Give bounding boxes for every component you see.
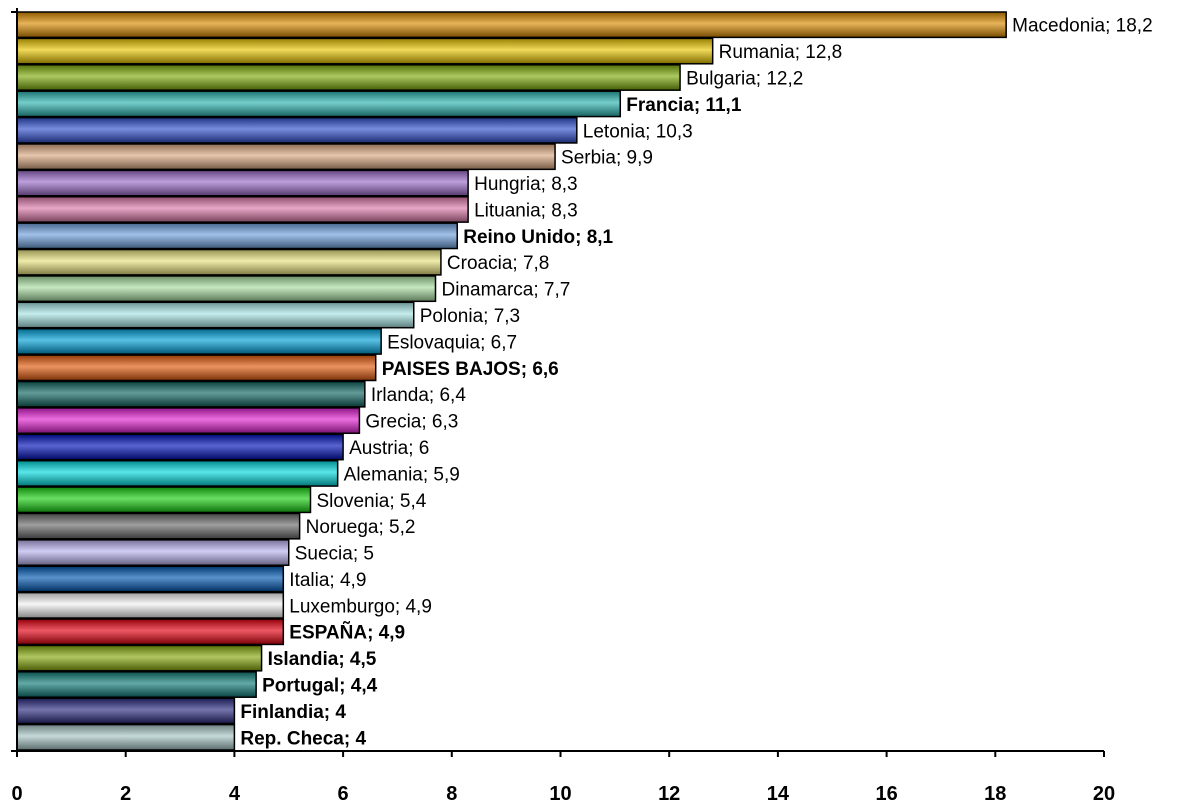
- bar: [16, 90, 622, 118]
- bar-data-label: Irlanda; 6,4: [371, 385, 466, 406]
- bar-data-label: Letonia; 10,3: [583, 121, 693, 142]
- bar: [16, 64, 681, 91]
- bar-data-label: Lituania; 8,3: [474, 200, 578, 221]
- bar-data-label: Islandia; 4,5: [268, 649, 377, 670]
- bar: [16, 116, 578, 144]
- x-tick-label: 2: [120, 783, 131, 805]
- bar-data-label: Bulgaria; 12,2: [686, 68, 803, 89]
- bar-data-label: Rep. Checa; 4: [240, 728, 366, 749]
- bar: [16, 354, 377, 382]
- tick-labels-layer: 0 2 4 6 8 10 12 14 16 18 20: [11, 783, 1115, 805]
- bar-data-label: Luxemburgo; 4,9: [289, 596, 432, 617]
- bar-data-label: Serbia; 9,9: [561, 148, 653, 169]
- bar-data-label: ESPAÑA; 4,9: [289, 622, 405, 644]
- bar-data-label: Finlandia; 4: [240, 702, 346, 723]
- bar-data-label: Reino Unido; 8,1: [463, 227, 613, 248]
- x-tick-label: 18: [984, 783, 1006, 805]
- bar: [16, 143, 556, 171]
- x-tick-label: 8: [446, 783, 457, 805]
- bar: [16, 380, 366, 408]
- x-tick-label: 16: [875, 783, 897, 805]
- bar: [16, 671, 257, 698]
- bar: [16, 248, 442, 276]
- bar-data-label: Francia; 11,1: [626, 95, 742, 116]
- bar: [16, 459, 339, 487]
- bar-data-label: Polonia; 7,3: [420, 306, 520, 327]
- bar-data-label: Austria; 6: [349, 438, 429, 459]
- x-tick-label: 4: [229, 783, 241, 805]
- bar-data-label: Suecia; 5: [295, 544, 374, 565]
- bar-data-label: Dinamarca; 7,7: [442, 280, 571, 301]
- bar: [16, 697, 236, 725]
- bar: [16, 196, 469, 223]
- x-tick-label: 20: [1093, 783, 1115, 805]
- bar-data-label: Grecia; 6,3: [365, 412, 458, 433]
- x-tick-label: 14: [767, 783, 790, 805]
- axes-layer: [11, 8, 1105, 757]
- bar-data-label: Portugal; 4,4: [262, 676, 378, 697]
- bar: [16, 565, 285, 593]
- bar: [16, 591, 285, 619]
- x-tick-label: 0: [11, 783, 22, 805]
- bar-data-label: Rumania; 12,8: [719, 42, 843, 63]
- bar: [16, 222, 458, 250]
- bar-data-label: Hungria; 8,3: [474, 174, 578, 195]
- bar-labels-layer: Macedonia; 18,2 Rumania; 12,8 Bulgaria; 12…: [240, 16, 1152, 750]
- bar: [16, 618, 285, 646]
- bar-data-label: Croacia; 7,8: [447, 253, 549, 274]
- bar: [16, 407, 361, 435]
- bar-data-label: Eslovaquia; 6,7: [387, 332, 517, 353]
- bar: [16, 539, 290, 566]
- bar-data-label: Slovenia; 5,4: [316, 491, 426, 512]
- x-tick-label: 6: [338, 783, 349, 805]
- bar: [16, 644, 263, 672]
- bar: [16, 433, 344, 461]
- bar-data-label: Italia; 4,9: [289, 570, 366, 591]
- bar: [16, 512, 301, 540]
- bar-data-label: Macedonia; 18,2: [1012, 16, 1152, 37]
- bars-layer: [16, 11, 1007, 751]
- bar: [16, 169, 469, 197]
- bar: [16, 275, 437, 303]
- bar: [16, 723, 236, 751]
- bar: [16, 11, 1007, 39]
- bar-data-label: PAISES BAJOS; 6,6: [382, 359, 559, 380]
- bar: [16, 301, 415, 329]
- bar: [16, 37, 714, 65]
- bar-data-label: Alemania; 5,9: [344, 464, 460, 485]
- x-tick-label: 12: [658, 783, 680, 805]
- bar: [16, 327, 382, 355]
- bar: [16, 486, 312, 514]
- bar-data-label: Noruega; 5,2: [306, 517, 416, 538]
- x-tick-label: 10: [549, 783, 571, 805]
